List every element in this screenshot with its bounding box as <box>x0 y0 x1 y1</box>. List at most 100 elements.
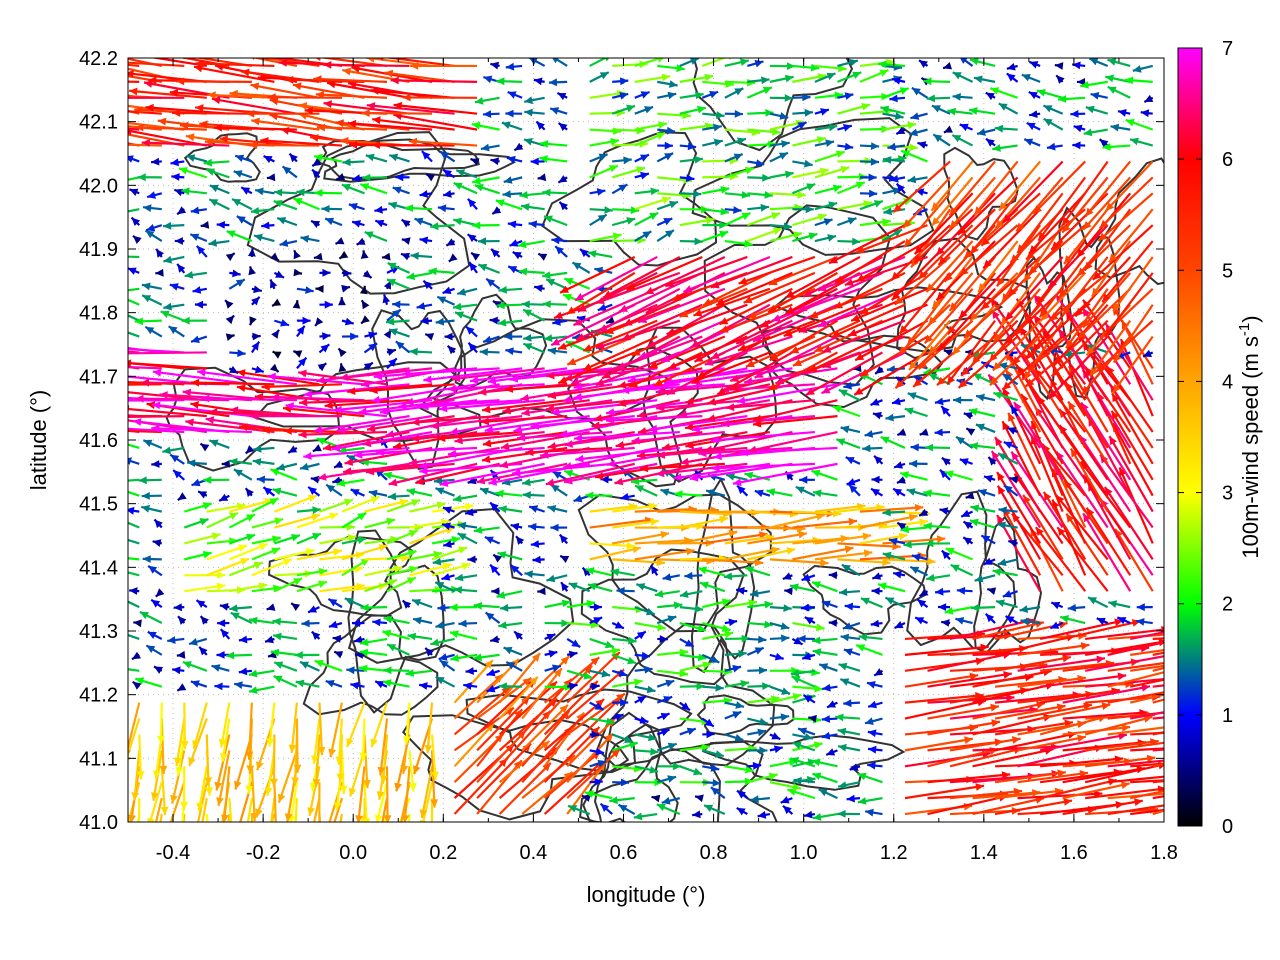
wind-vector <box>296 580 328 593</box>
wind-vector <box>128 398 140 402</box>
wind-vector <box>383 615 410 625</box>
wind-vector <box>724 733 744 742</box>
wind-vector <box>176 683 187 692</box>
y-tick-label: 41.6 <box>79 430 118 452</box>
wind-vector <box>328 620 343 629</box>
wind-vector <box>701 717 715 728</box>
wind-vector <box>919 428 929 436</box>
wind-vector <box>251 535 281 545</box>
wind-vector <box>792 684 823 693</box>
wind-vector <box>811 469 838 481</box>
wind-vector <box>906 488 928 497</box>
wind-vector <box>769 652 785 661</box>
wind-vector <box>736 586 748 595</box>
wind-vector <box>963 412 973 420</box>
wind-vector <box>332 476 343 484</box>
contour-line <box>246 131 471 295</box>
wind-vector <box>317 702 326 756</box>
wind-vector <box>864 717 883 725</box>
wind-vector <box>543 698 605 752</box>
wind-vector <box>656 775 677 784</box>
wind-vector <box>128 414 140 418</box>
wind-vector <box>566 692 626 736</box>
wind-vector <box>540 446 635 459</box>
wind-vector <box>128 571 140 577</box>
wind-vector <box>293 718 302 773</box>
wind-vector <box>454 430 545 445</box>
wind-vector <box>859 503 924 513</box>
wind-vector <box>296 567 328 577</box>
wind-vector <box>1059 615 1086 625</box>
wind-vector <box>160 766 169 816</box>
wind-vector <box>138 476 162 485</box>
wind-vector <box>899 471 928 481</box>
wind-vector <box>387 492 410 501</box>
wind-vector <box>233 468 253 481</box>
wind-vector <box>634 621 666 631</box>
wind-vector <box>843 648 861 656</box>
wind-vector <box>1107 775 1164 784</box>
wind-vector <box>702 764 720 772</box>
wind-vector <box>271 393 365 402</box>
wind-vector <box>656 728 670 737</box>
wind-vector <box>862 444 883 453</box>
wind-vector <box>918 508 929 517</box>
wind-vector <box>438 653 455 661</box>
wind-vector <box>960 509 974 518</box>
wind-vector <box>821 600 838 609</box>
wind-vector <box>612 778 630 787</box>
wind-vector <box>584 790 613 800</box>
wind-vector <box>270 734 278 787</box>
wind-vector <box>303 446 410 460</box>
wind-vector <box>234 681 253 689</box>
wind-vector <box>341 536 367 545</box>
wind-vector <box>228 533 256 545</box>
wind-vector <box>617 803 636 815</box>
wind-vector <box>769 604 792 612</box>
wind-vector <box>147 781 163 822</box>
wind-vector <box>812 812 838 821</box>
wind-vector <box>344 597 365 609</box>
wind-vector <box>187 459 207 467</box>
wind-vector <box>145 644 163 656</box>
wind-vector <box>298 430 388 439</box>
wind-vector <box>801 652 816 661</box>
wind-vector <box>1056 526 1109 592</box>
wind-vector <box>331 430 433 452</box>
wind-vector <box>188 637 208 646</box>
wind-vector <box>307 605 320 614</box>
wind-vector <box>131 651 141 661</box>
wind-vector <box>904 736 973 752</box>
wind-vector <box>983 475 996 483</box>
wind-vector <box>812 636 838 645</box>
y-tick-label: 42.2 <box>79 48 118 70</box>
wind-vector <box>720 415 816 428</box>
wind-vector <box>750 795 770 804</box>
wind-vector <box>784 587 793 596</box>
wind-vector <box>411 598 433 609</box>
wind-vector <box>430 415 523 430</box>
wind-vector <box>1082 512 1132 592</box>
wind-vector <box>1009 404 1019 417</box>
wind-vector <box>350 681 365 690</box>
wind-vector <box>959 458 973 466</box>
wind-vector <box>747 635 767 644</box>
wind-vector <box>409 550 443 561</box>
wind-vector <box>204 734 213 786</box>
wind-vector <box>412 616 433 625</box>
wind-vector <box>1067 365 1109 433</box>
wind-vector <box>274 534 301 545</box>
wind-vector <box>766 488 793 497</box>
wind-vector <box>1130 731 1164 736</box>
wind-vector <box>968 408 996 418</box>
wind-vector <box>679 637 695 648</box>
wind-vector <box>679 701 691 712</box>
wind-vector <box>634 547 695 561</box>
wind-vector <box>238 667 252 676</box>
wind-vector <box>969 518 996 529</box>
wind-vector <box>837 727 861 736</box>
wind-vector <box>381 797 389 822</box>
wind-vector <box>409 501 446 513</box>
wind-vector <box>545 462 635 487</box>
wind-vector <box>248 685 275 694</box>
